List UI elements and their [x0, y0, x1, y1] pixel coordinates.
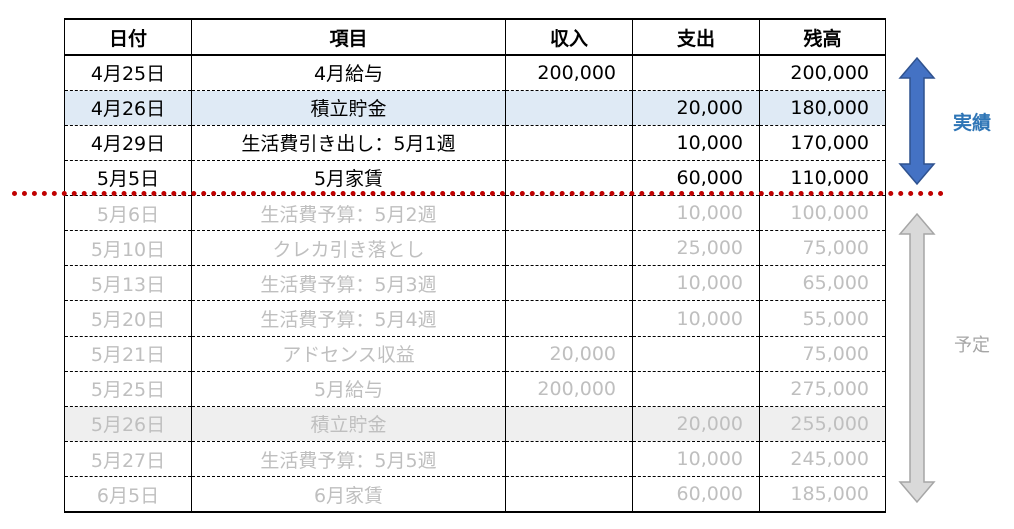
balance-cell: 275,000 [759, 371, 886, 407]
actual-planned-divider [12, 191, 944, 196]
balance-cell: 245,000 [759, 441, 886, 478]
table-row: 6月5日 6月家賃 60,000 185,000 [64, 476, 886, 514]
balance-cell: 200,000 [759, 55, 886, 91]
table-row: 5月6日 生活費予算：5月2週 10,000 100,000 [64, 195, 886, 232]
table-row: 5月21日 アドセンス収益 20,000 75,000 [64, 336, 886, 372]
balance-cell: 55,000 [759, 300, 886, 337]
balance-cell: 75,000 [759, 230, 886, 267]
table-row: 4月26日 積立貯金 20,000 180,000 [64, 90, 886, 126]
ledger-table: 日付 項目 収入 支出 残高 4月25日 4月給与 200,000 200,00… [64, 18, 886, 514]
date-cell: 4月25日 [64, 55, 192, 91]
expense-cell: 60,000 [632, 160, 760, 197]
date-cell: 5月27日 [64, 441, 192, 478]
balance-cell: 185,000 [759, 476, 886, 514]
expense-cell: 10,000 [632, 125, 760, 161]
table-row: 5月13日 生活費予算：5月3週 10,000 65,000 [64, 265, 886, 302]
item-cell: 5月給与 [191, 371, 506, 407]
balance-cell: 170,000 [759, 125, 886, 161]
actual-label: 実績 [952, 112, 991, 134]
balance-cell: 100,000 [759, 195, 886, 232]
income-cell [505, 90, 633, 126]
header-date: 日付 [64, 18, 192, 56]
table-row: 5月5日 5月家賃 60,000 110,000 [64, 160, 886, 197]
header-row: 日付 項目 収入 支出 残高 [64, 18, 886, 56]
item-cell: 積立貯金 [191, 90, 506, 126]
item-cell: 生活費予算：5月4週 [191, 300, 506, 337]
expense-cell: 10,000 [632, 195, 760, 232]
income-cell [505, 125, 633, 161]
double-arrow-vertical-blue-icon [898, 56, 936, 186]
item-cell: 生活費予算：5月5週 [191, 441, 506, 478]
planned-label: 予定 [954, 335, 990, 356]
table-row: 4月25日 4月給与 200,000 200,000 [64, 55, 886, 91]
income-cell: 200,000 [505, 55, 633, 91]
date-cell: 4月26日 [64, 90, 192, 126]
income-cell: 20,000 [505, 336, 633, 372]
expense-cell: 60,000 [632, 476, 760, 514]
income-cell [505, 195, 633, 232]
date-cell: 5月10日 [64, 230, 192, 267]
income-cell [505, 230, 633, 267]
expense-cell: 10,000 [632, 265, 760, 302]
table-row: 5月25日 5月給与 200,000 275,000 [64, 371, 886, 407]
date-cell: 5月21日 [64, 336, 192, 372]
balance-cell: 65,000 [759, 265, 886, 302]
expense-cell: 10,000 [632, 441, 760, 478]
expense-cell: 25,000 [632, 230, 760, 267]
date-cell: 6月5日 [64, 476, 192, 514]
item-cell: 積立貯金 [191, 406, 506, 443]
date-cell: 5月5日 [64, 160, 192, 197]
date-cell: 4月29日 [64, 125, 192, 161]
income-cell [505, 160, 633, 197]
balance-cell: 180,000 [759, 90, 886, 126]
header-item: 項目 [191, 18, 506, 56]
expense-cell: 10,000 [632, 300, 760, 337]
income-cell [505, 300, 633, 337]
header-balance: 残高 [759, 18, 886, 56]
expense-cell [632, 55, 760, 91]
date-cell: 5月6日 [64, 195, 192, 232]
table-row: 4月29日 生活費引き出し：5月1週 10,000 170,000 [64, 125, 886, 161]
income-cell [505, 441, 633, 478]
income-cell [505, 406, 633, 443]
item-cell: 生活費予算：5月2週 [191, 195, 506, 232]
date-cell: 5月20日 [64, 300, 192, 337]
table-row: 5月20日 生活費予算：5月4週 10,000 55,000 [64, 300, 886, 337]
double-arrow-vertical-gray-icon [898, 212, 936, 504]
item-cell: アドセンス収益 [191, 336, 506, 372]
item-cell: クレカ引き落とし [191, 230, 506, 267]
income-cell [505, 476, 633, 514]
balance-cell: 75,000 [759, 336, 886, 372]
item-cell: 4月給与 [191, 55, 506, 91]
expense-cell: 20,000 [632, 406, 760, 443]
income-cell: 200,000 [505, 371, 633, 407]
header-expense: 支出 [632, 18, 760, 56]
item-cell: 生活費予算：5月3週 [191, 265, 506, 302]
expense-cell: 20,000 [632, 90, 760, 126]
table-row: 5月27日 生活費予算：5月5週 10,000 245,000 [64, 441, 886, 478]
balance-cell: 255,000 [759, 406, 886, 443]
table-row: 5月26日 積立貯金 20,000 255,000 [64, 406, 886, 443]
date-cell: 5月26日 [64, 406, 192, 443]
item-cell: 6月家賃 [191, 476, 506, 514]
item-cell: 生活費引き出し：5月1週 [191, 125, 506, 161]
expense-cell [632, 371, 760, 407]
expense-cell [632, 336, 760, 372]
date-cell: 5月25日 [64, 371, 192, 407]
date-cell: 5月13日 [64, 265, 192, 302]
table-row: 5月10日 クレカ引き落とし 25,000 75,000 [64, 230, 886, 267]
header-income: 収入 [505, 18, 633, 56]
income-cell [505, 265, 633, 302]
